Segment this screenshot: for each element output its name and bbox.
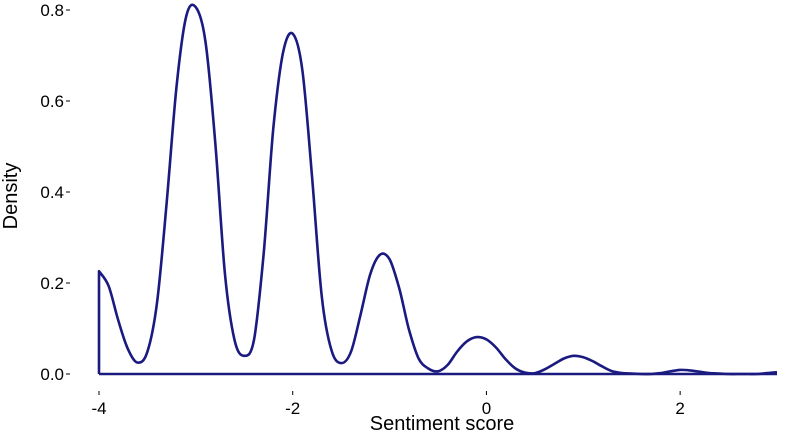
y-axis-title: Density — [0, 163, 22, 230]
plot-area — [97, 3, 778, 376]
x-axis-title: Sentiment score — [370, 413, 515, 435]
x-tick-label: 0 — [482, 399, 491, 418]
y-tick-label: 0.8 — [40, 1, 64, 20]
x-tick-label: 2 — [675, 399, 684, 418]
density-curve-0 — [97, 3, 778, 376]
y-axis: 0.0 0.2 0.4 0.6 0.8 — [40, 1, 70, 384]
x-axis: -4 -2 0 2 — [91, 391, 685, 418]
y-tick-label: 0.6 — [40, 92, 64, 111]
y-tick-label: 0.2 — [40, 274, 64, 293]
x-tick-label: -4 — [91, 399, 106, 418]
x-tick-label: -2 — [285, 399, 300, 418]
y-tick-label: 0.4 — [40, 183, 64, 202]
y-tick-label: 0.0 — [40, 365, 64, 384]
